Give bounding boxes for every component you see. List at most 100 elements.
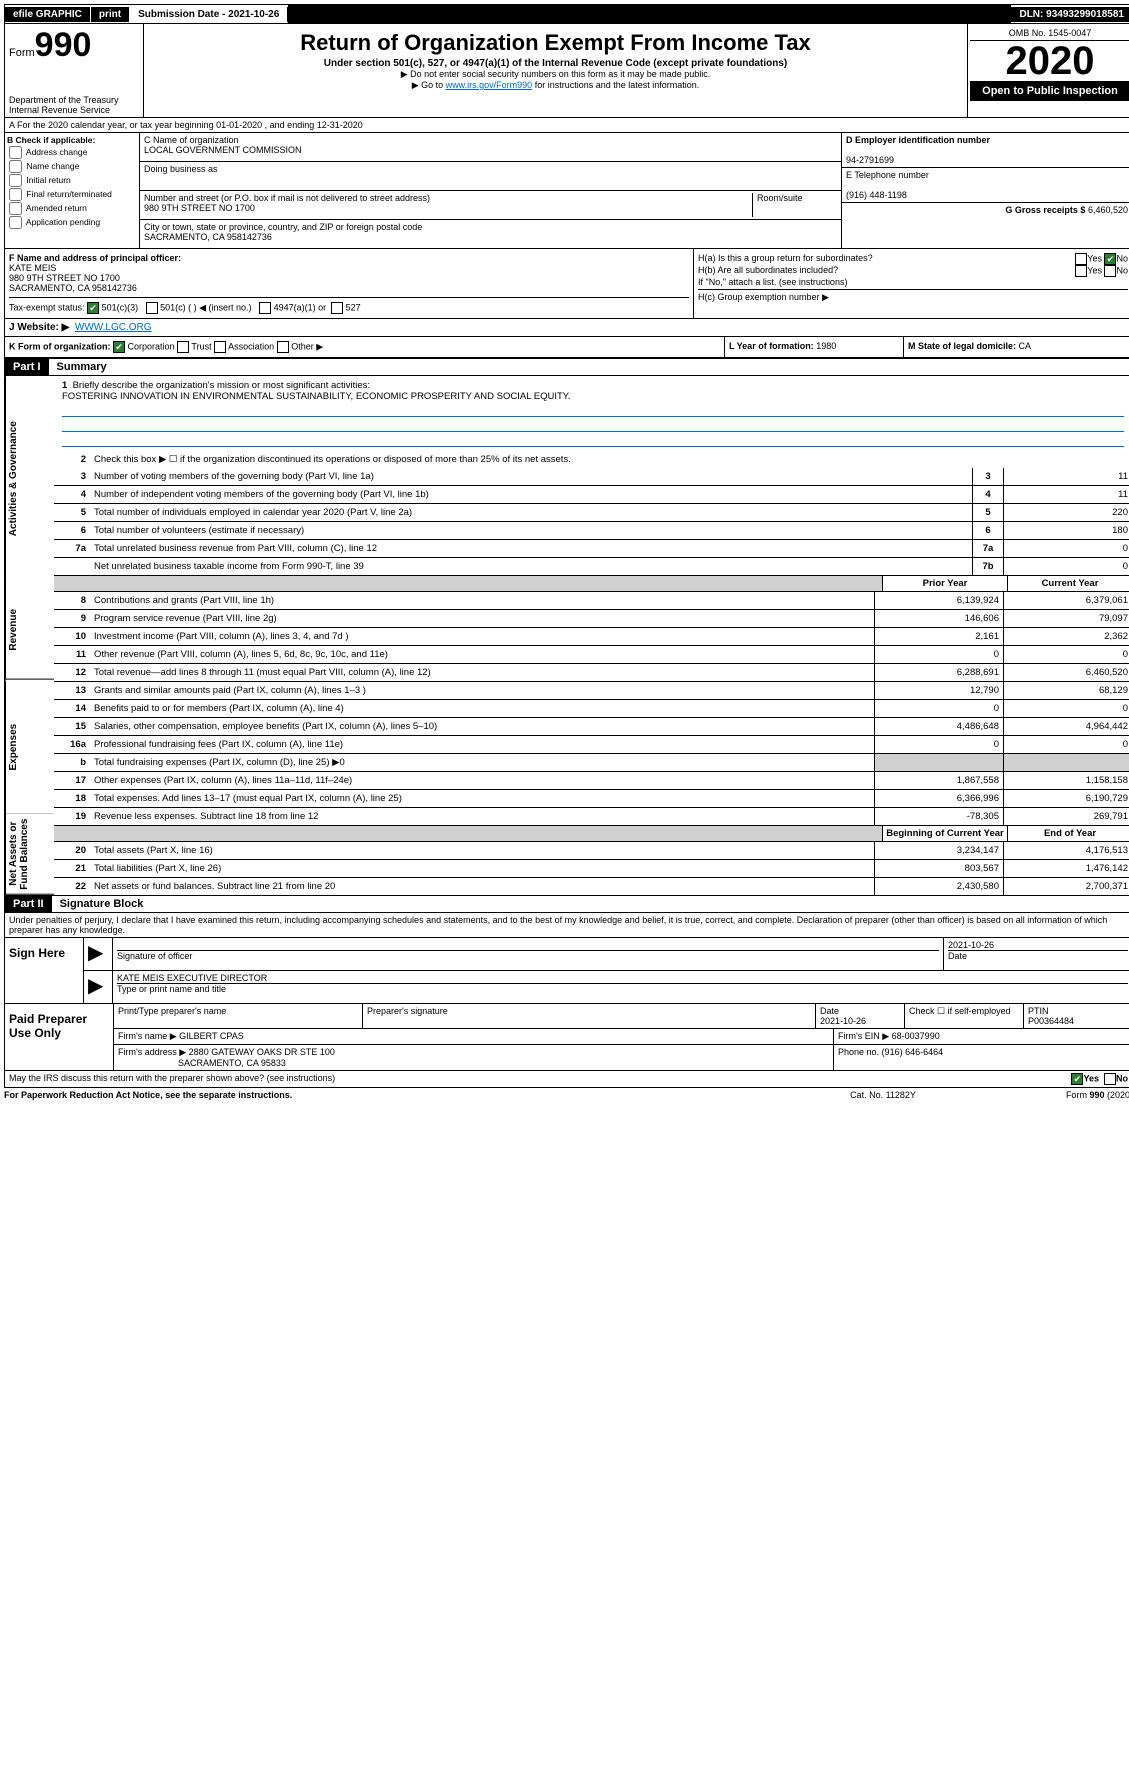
period-row: A For the 2020 calendar year, or tax yea… [4, 118, 1129, 133]
form-subtitle: Under section 501(c), 527, or 4947(a)(1)… [148, 58, 963, 69]
rev-header: Prior Year Current Year [54, 575, 1129, 591]
mission-text: FOSTERING INNOVATION IN ENVIRONMENTAL SU… [62, 391, 571, 402]
gross-value: 6,460,520 [1088, 205, 1128, 215]
line1-box: 1 Briefly describe the organization's mi… [54, 376, 1129, 451]
prep-date-label: Date [820, 1006, 839, 1016]
hb-no[interactable] [1104, 265, 1116, 277]
summary-container: Activities & Governance Revenue Expenses… [4, 376, 1129, 896]
opt-501c: 501(c) ( ) ◀ (insert no.) [160, 302, 251, 312]
line4-desc: Number of independent voting members of … [90, 489, 972, 500]
part1-header-row: Part I Summary [4, 358, 1129, 376]
check-4947[interactable] [259, 302, 271, 314]
footer-catno: Cat. No. 11282Y [783, 1090, 983, 1100]
check-association[interactable] [214, 341, 226, 353]
check-501c[interactable] [146, 302, 158, 314]
discuss-label: May the IRS discuss this return with the… [9, 1073, 1071, 1085]
website-link[interactable]: WWW.LGC.ORG [75, 322, 152, 333]
ha-yes[interactable] [1075, 253, 1087, 265]
form-prefix: Form [9, 47, 35, 59]
firm-addr2: SACRAMENTO, CA 95833 [178, 1058, 286, 1068]
check-name-change[interactable]: Name change [7, 160, 137, 173]
side-governance: Activities & Governance [5, 376, 54, 581]
line11-desc: Other revenue (Part VIII, column (A), li… [90, 649, 874, 660]
discuss-yes[interactable]: ✔ [1071, 1073, 1083, 1085]
efile-button[interactable]: efile GRAPHIC [5, 7, 91, 22]
year-formation: 1980 [816, 341, 836, 351]
line12-desc: Total revenue—add lines 8 through 11 (mu… [90, 667, 874, 678]
box-b: B Check if applicable: Address change Na… [5, 133, 140, 248]
form-number: 990 [35, 26, 92, 64]
check-527[interactable] [331, 302, 343, 314]
hb-label: H(b) Are all subordinates included? [698, 265, 838, 277]
officer-addr2: SACRAMENTO, CA 958142736 [9, 283, 137, 293]
check-501c3[interactable]: ✔ [87, 302, 99, 314]
check-other[interactable] [277, 341, 289, 353]
officer-label: F Name and address of principal officer: [9, 253, 181, 263]
k-label: K Form of organization: [9, 341, 111, 351]
line10-prior: 2,161 [874, 628, 1003, 645]
website-label: J Website: ▶ [9, 322, 69, 333]
line18-prior: 6,366,996 [874, 790, 1003, 807]
officer-printed-name: KATE MEIS EXECUTIVE DIRECTOR [117, 973, 267, 983]
check-initial-return[interactable]: Initial return [7, 174, 137, 187]
footer: For Paperwork Reduction Act Notice, see … [4, 1088, 1129, 1102]
line13-curr: 68,129 [1003, 682, 1129, 699]
line6-desc: Total number of volunteers (estimate if … [90, 525, 972, 536]
sign-here-section: Sign Here ▶ Signature of officer 2021-10… [4, 938, 1129, 1004]
ein-cell: D Employer identification number 94-2791… [842, 133, 1129, 168]
discuss-no[interactable] [1104, 1073, 1116, 1085]
street-cell: Number and street (or P.O. box if mail i… [140, 191, 841, 220]
year-box: OMB No. 1545-0047 2020 Open to Public In… [968, 24, 1129, 117]
line7b-val: 0 [1003, 558, 1129, 575]
line18-desc: Total expenses. Add lines 13–17 (must eq… [90, 793, 874, 804]
line21-curr: 1,476,142 [1003, 860, 1129, 877]
dba-cell: Doing business as [140, 162, 841, 191]
hc-label: H(c) Group exemption number ▶ [698, 289, 1128, 303]
form-note2: ▶ Go to www.irs.gov/Form990 for instruct… [148, 80, 963, 91]
line19-prior: -78,305 [874, 808, 1003, 825]
city-label: City or town, state or province, country… [144, 222, 422, 232]
line16a-curr: 0 [1003, 736, 1129, 753]
preparer-name-label: Print/Type preparer's name [114, 1004, 363, 1028]
line9-desc: Program service revenue (Part VIII, line… [90, 613, 874, 624]
irs-link[interactable]: www.irs.gov/Form990 [446, 80, 533, 90]
line7a-val: 0 [1003, 540, 1129, 557]
check-application-pending[interactable]: Application pending [7, 216, 137, 229]
line2-desc: Check this box ▶ ☐ if the organization d… [90, 454, 1129, 465]
org-name-label: C Name of organization [144, 135, 239, 145]
hb-note: If "No," attach a list. (see instruction… [698, 277, 1128, 287]
self-employed-label: Check ☐ if self-employed [905, 1004, 1024, 1028]
open-public-label: Open to Public Inspection [970, 81, 1129, 101]
paid-preparer-section: Paid Preparer Use Only Print/Type prepar… [4, 1004, 1129, 1071]
preparer-sig-label: Preparer's signature [363, 1004, 816, 1028]
right-col: D Employer identification number 94-2791… [842, 133, 1129, 248]
check-amended-return[interactable]: Amended return [7, 202, 137, 215]
check-corporation[interactable]: ✔ [113, 341, 125, 353]
sign-arrow-icon2: ▶ [84, 971, 113, 1003]
line16a-desc: Professional fundraising fees (Part IX, … [90, 739, 874, 750]
part1-title: Summary [49, 359, 1129, 375]
line3-val: 11 [1003, 468, 1129, 485]
phone-value: (916) 448-1198 [846, 190, 907, 200]
line8-prior: 6,139,924 [874, 592, 1003, 609]
box-l: L Year of formation: 1980 [725, 337, 904, 357]
sign-arrow-icon: ▶ [84, 938, 113, 970]
print-button[interactable]: print [91, 7, 130, 22]
summary-body: 1 Briefly describe the organization's mi… [54, 376, 1129, 895]
opt-527: 527 [346, 302, 361, 312]
street-label: Number and street (or P.O. box if mail i… [144, 193, 430, 203]
hb-yes[interactable] [1075, 265, 1087, 277]
mission-rule2 [62, 417, 1124, 432]
printed-name-label: Type or print name and title [117, 983, 1128, 994]
form-header: Form990 Department of the Treasury Inter… [4, 24, 1129, 118]
line17-prior: 1,867,558 [874, 772, 1003, 789]
check-final-return[interactable]: Final return/terminated [7, 188, 137, 201]
line9-curr: 79,097 [1003, 610, 1129, 627]
line6-val: 180 [1003, 522, 1129, 539]
check-trust[interactable] [177, 341, 189, 353]
current-year-header: Current Year [1007, 576, 1129, 591]
ha-no[interactable]: ✔ [1104, 253, 1116, 265]
line22-desc: Net assets or fund balances. Subtract li… [90, 881, 874, 892]
check-address-change[interactable]: Address change [7, 146, 137, 159]
line1-label: Briefly describe the organization's miss… [73, 380, 371, 391]
